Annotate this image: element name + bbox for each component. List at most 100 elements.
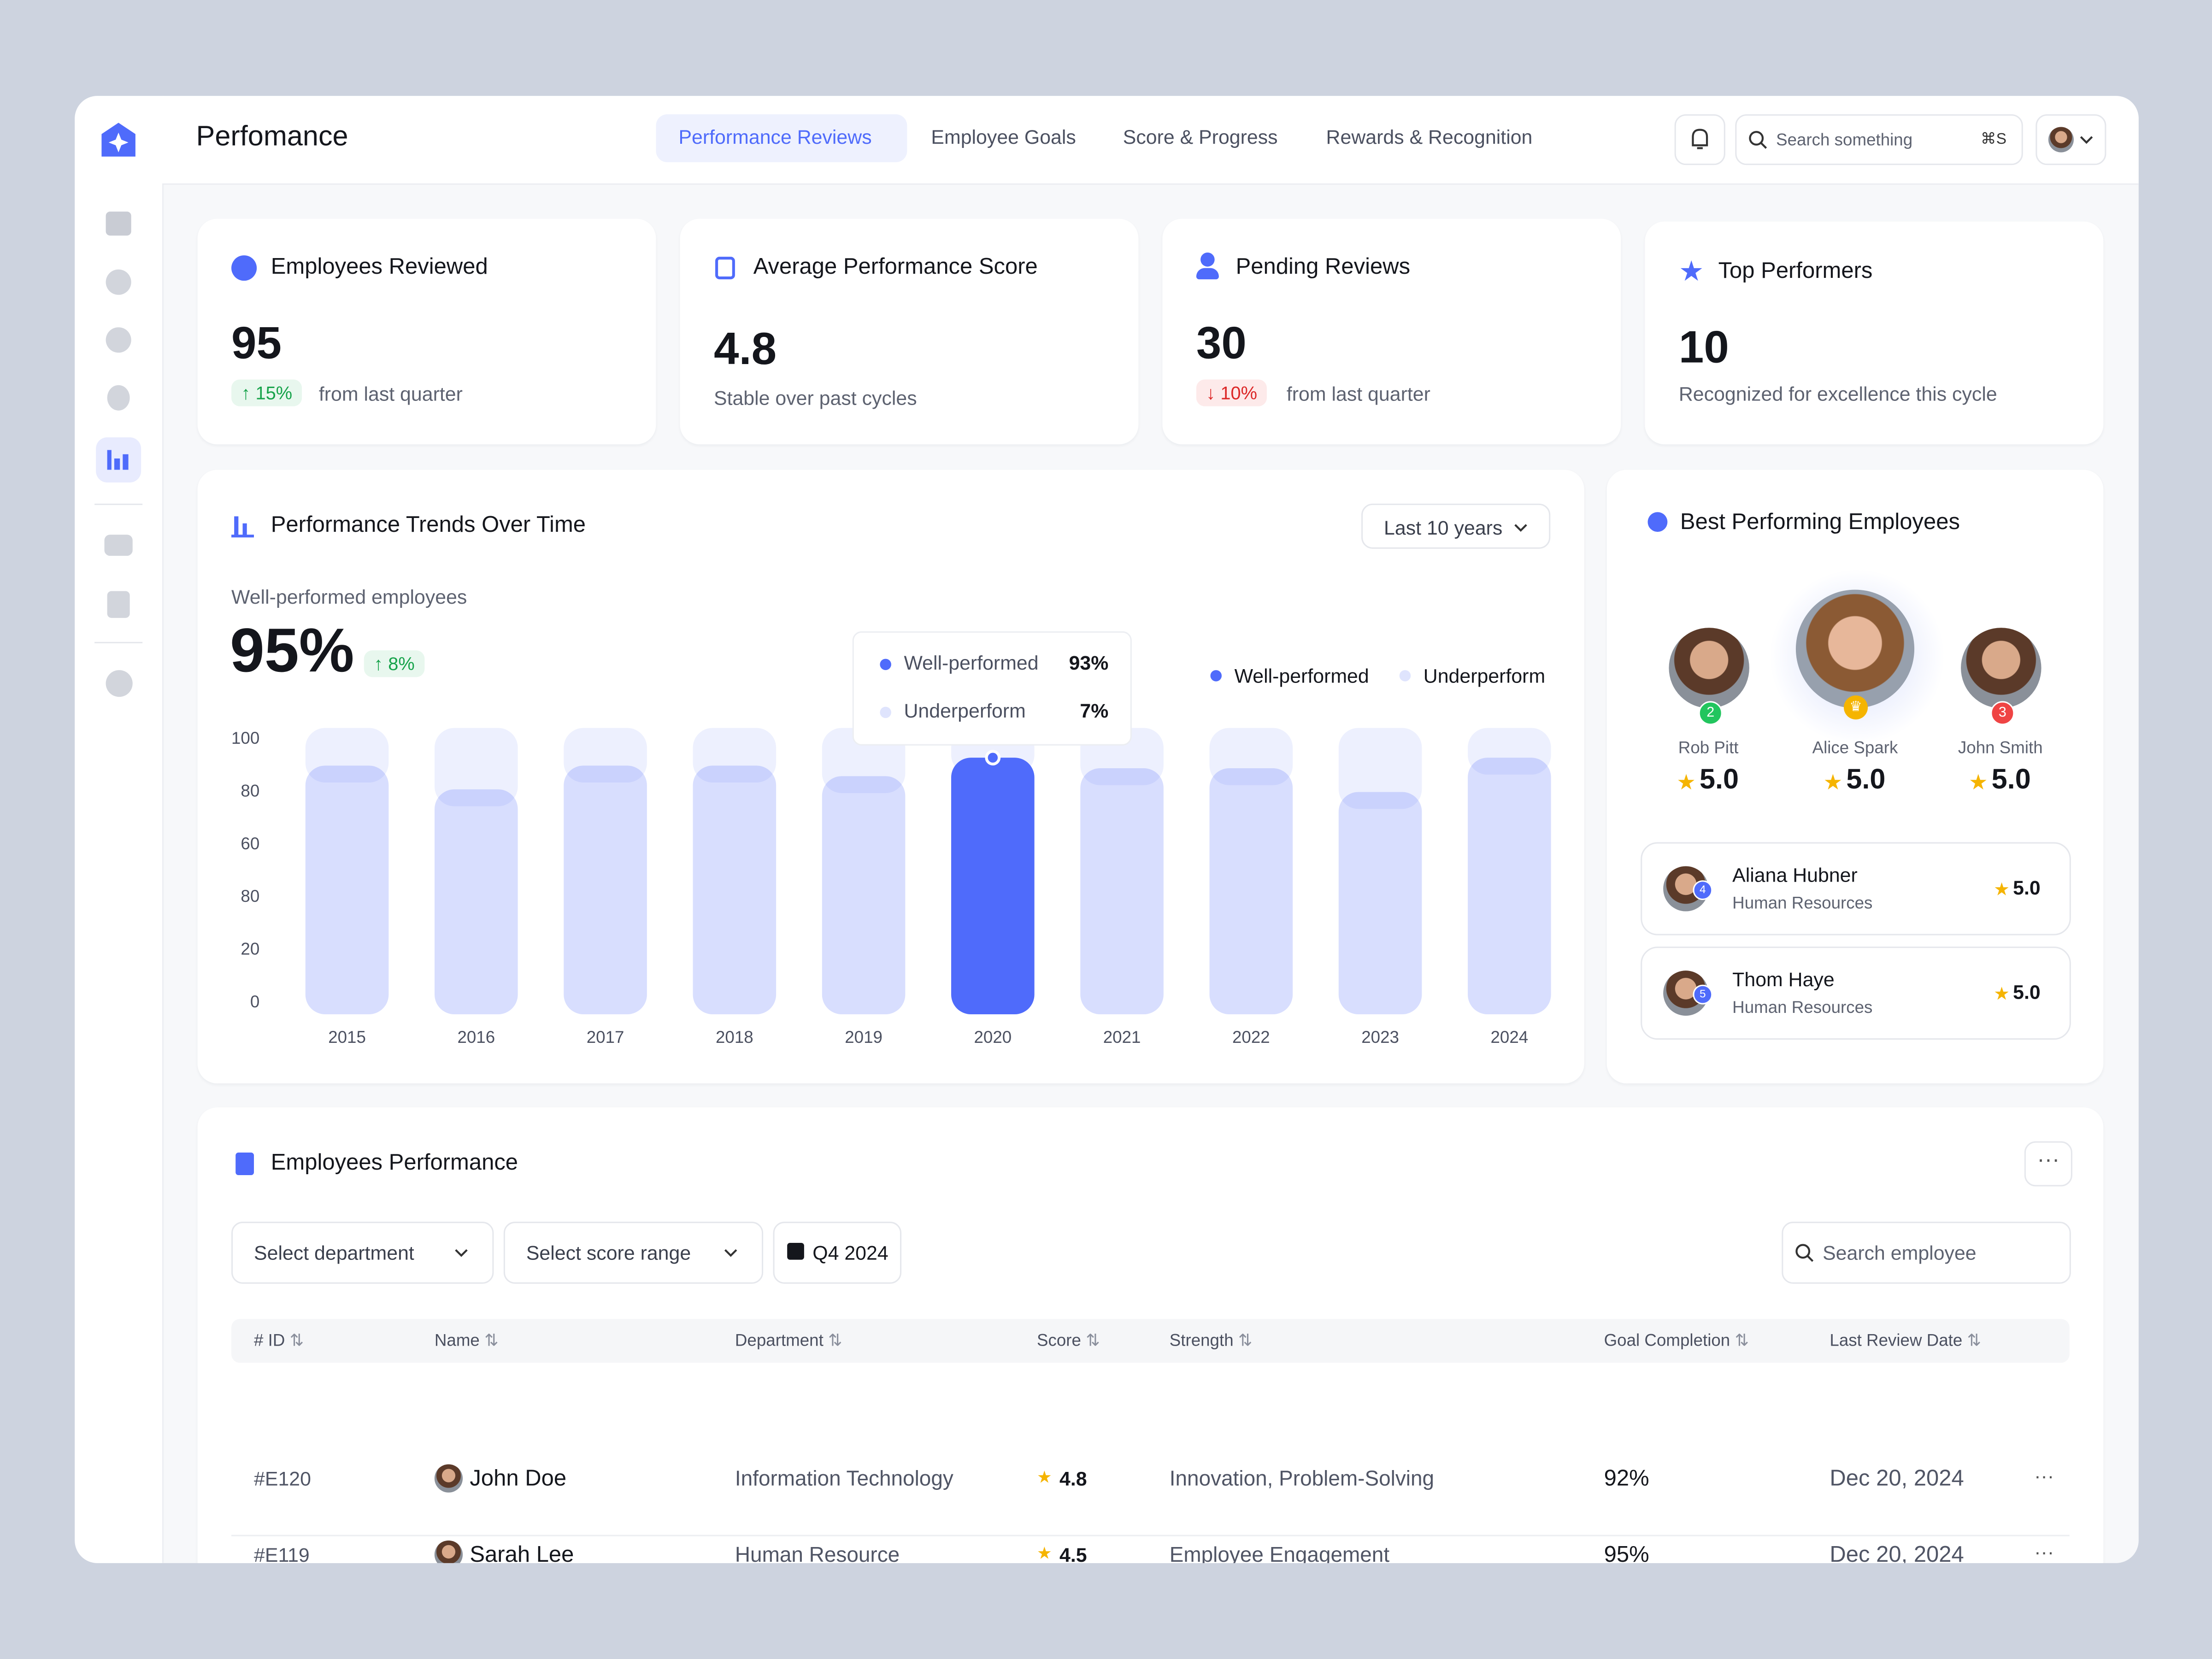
row-menu[interactable]: ··· xyxy=(2034,1464,2054,1487)
star-icon: ★ xyxy=(1678,771,1700,793)
bell-icon xyxy=(1692,129,1708,149)
sort-icon[interactable]: ⇅ xyxy=(1962,1330,1982,1350)
tab[interactable]: Rewards & Recognition xyxy=(1326,125,1533,148)
sort-icon[interactable]: ⇅ xyxy=(1730,1330,1749,1350)
bar-well-performed xyxy=(1209,768,1293,1015)
stat-note: from last quarter xyxy=(1286,382,1430,405)
sort-icon[interactable]: ⇅ xyxy=(285,1330,304,1350)
row-menu[interactable]: ··· xyxy=(2034,1540,2054,1563)
employee-search[interactable]: Search employee xyxy=(1782,1222,2071,1284)
person-icon-body xyxy=(1196,268,1219,280)
y-tick-label: 80 xyxy=(241,887,259,906)
column-header[interactable]: Strength ⇅ xyxy=(1169,1330,1253,1350)
column-header[interactable]: Name ⇅ xyxy=(434,1330,499,1350)
sidebar xyxy=(75,96,164,1563)
column-header[interactable]: Score ⇅ xyxy=(1037,1330,1100,1350)
cell: John Doe xyxy=(470,1467,567,1491)
x-tick-label: 2021 xyxy=(1103,1028,1141,1047)
x-tick-label: 2019 xyxy=(845,1028,882,1047)
chevron xyxy=(455,1249,468,1257)
star-icon: ★ xyxy=(1037,1543,1052,1563)
crown-badge: ♛ xyxy=(1844,695,1868,720)
stat-value: 30 xyxy=(1196,317,1247,368)
sort-icon[interactable]: ⇅ xyxy=(479,1330,499,1350)
avatar xyxy=(1961,628,2041,708)
highlight-point xyxy=(985,750,1001,765)
y-tick-label: 60 xyxy=(241,834,259,853)
bar-well-performed xyxy=(435,789,518,1015)
star-icon: ★ xyxy=(1994,882,2013,899)
bar-underperform xyxy=(1209,728,1293,785)
score: 5.0 xyxy=(2013,980,2041,1003)
column-header[interactable]: Department ⇅ xyxy=(735,1330,842,1350)
change: 10% xyxy=(1220,382,1258,404)
badge-icon xyxy=(1647,512,1668,532)
sort-icon[interactable]: ⇅ xyxy=(1233,1330,1253,1350)
notification-button[interactable] xyxy=(1674,114,1725,165)
cell: Sarah Lee xyxy=(470,1543,574,1563)
tooltip-dot xyxy=(880,706,891,718)
clock-icon[interactable] xyxy=(106,327,131,353)
doc-icon xyxy=(235,1153,254,1175)
period-dropdown[interactable]: Last 10 years xyxy=(1361,503,1551,549)
tab[interactable]: Score & Progress xyxy=(1123,125,1278,148)
check-icon xyxy=(231,255,257,281)
more-button[interactable]: ··· xyxy=(2024,1141,2072,1187)
y-tick-label: 20 xyxy=(241,940,259,959)
bar-underperform xyxy=(435,728,518,806)
search-box[interactable]: Search something ⌘S xyxy=(1735,114,2023,165)
tab[interactable]: Employee Goals xyxy=(931,125,1076,148)
column-header[interactable]: Last Review Date ⇅ xyxy=(1830,1330,1982,1350)
cell: 4.8 xyxy=(1059,1467,1087,1490)
sort-icon[interactable]: ⇅ xyxy=(1081,1330,1100,1350)
down-arrow: ↓ xyxy=(1206,382,1221,404)
performer-dept: Human Resources xyxy=(1732,893,1873,913)
period-select[interactable]: Q4 2024 xyxy=(773,1222,902,1284)
sort-icon[interactable]: ⇅ xyxy=(823,1330,842,1350)
performer-row[interactable]: 5 Thom Haye Human Resources ★ 5.0 xyxy=(1641,947,2071,1040)
column-header[interactable]: # ID ⇅ xyxy=(254,1330,304,1350)
cell: 95% xyxy=(1604,1543,1649,1563)
divider xyxy=(94,641,143,643)
change: 15% xyxy=(255,382,293,404)
x-tick-label: 2016 xyxy=(457,1028,495,1047)
money-icon[interactable] xyxy=(107,385,130,411)
rank-badge: 3 xyxy=(1990,701,2015,725)
department-select[interactable]: Select department xyxy=(231,1222,494,1284)
bar-well-performed xyxy=(951,758,1035,1015)
y-tick-label: 80 xyxy=(241,781,259,800)
performer-name: Aliana Hubner xyxy=(1732,863,1858,886)
settings-icon[interactable] xyxy=(106,670,133,697)
chart-nav-active[interactable] xyxy=(96,437,141,482)
headline: 95% xyxy=(229,616,354,686)
performer-score: ★ 5.0 xyxy=(1995,876,2041,899)
tooltip-value: 93% xyxy=(1069,652,1109,674)
tab[interactable]: Performance Reviews xyxy=(678,125,872,148)
chart-subtitle: Well-performed employees xyxy=(231,585,467,608)
score-select[interactable]: Select score range xyxy=(503,1222,764,1284)
column-header[interactable]: Goal Completion ⇅ xyxy=(1604,1330,1749,1350)
doc-icon[interactable] xyxy=(107,591,130,618)
best-card: Best Performing Employees 2 ♛ 3 Rob Pitt… xyxy=(1606,470,2104,1084)
card-title: Employees Reviewed xyxy=(271,255,488,280)
cell: Information Technology xyxy=(735,1467,953,1491)
chart-icon xyxy=(107,450,129,470)
briefcase-icon[interactable] xyxy=(104,535,133,556)
legend-label: Underperform xyxy=(1423,664,1546,687)
podium-score: ★ 5.0 xyxy=(1930,765,2071,797)
podium-score: ★ 5.0 xyxy=(1638,765,1779,797)
rank-badge: 5 xyxy=(1693,984,1713,1005)
app-window: Perfomance Performance Reviews Employee … xyxy=(75,96,2139,1563)
stat-value: 10 xyxy=(1678,321,1729,373)
home-icon[interactable] xyxy=(106,212,131,236)
performer-row[interactable]: 4 Aliana Hubner Human Resources ★ 5.0 xyxy=(1641,842,2071,935)
profile-button[interactable] xyxy=(2036,114,2106,165)
score: 5.0 xyxy=(1699,765,1739,796)
people-icon[interactable] xyxy=(106,269,131,295)
change-chip: ↑ 15% xyxy=(231,379,302,406)
shortcut: ⌘S xyxy=(1980,131,2007,148)
tab-active-bg xyxy=(656,114,907,163)
bar-well-performed xyxy=(1468,758,1551,1015)
star-icon: ★ xyxy=(1994,986,2013,1003)
